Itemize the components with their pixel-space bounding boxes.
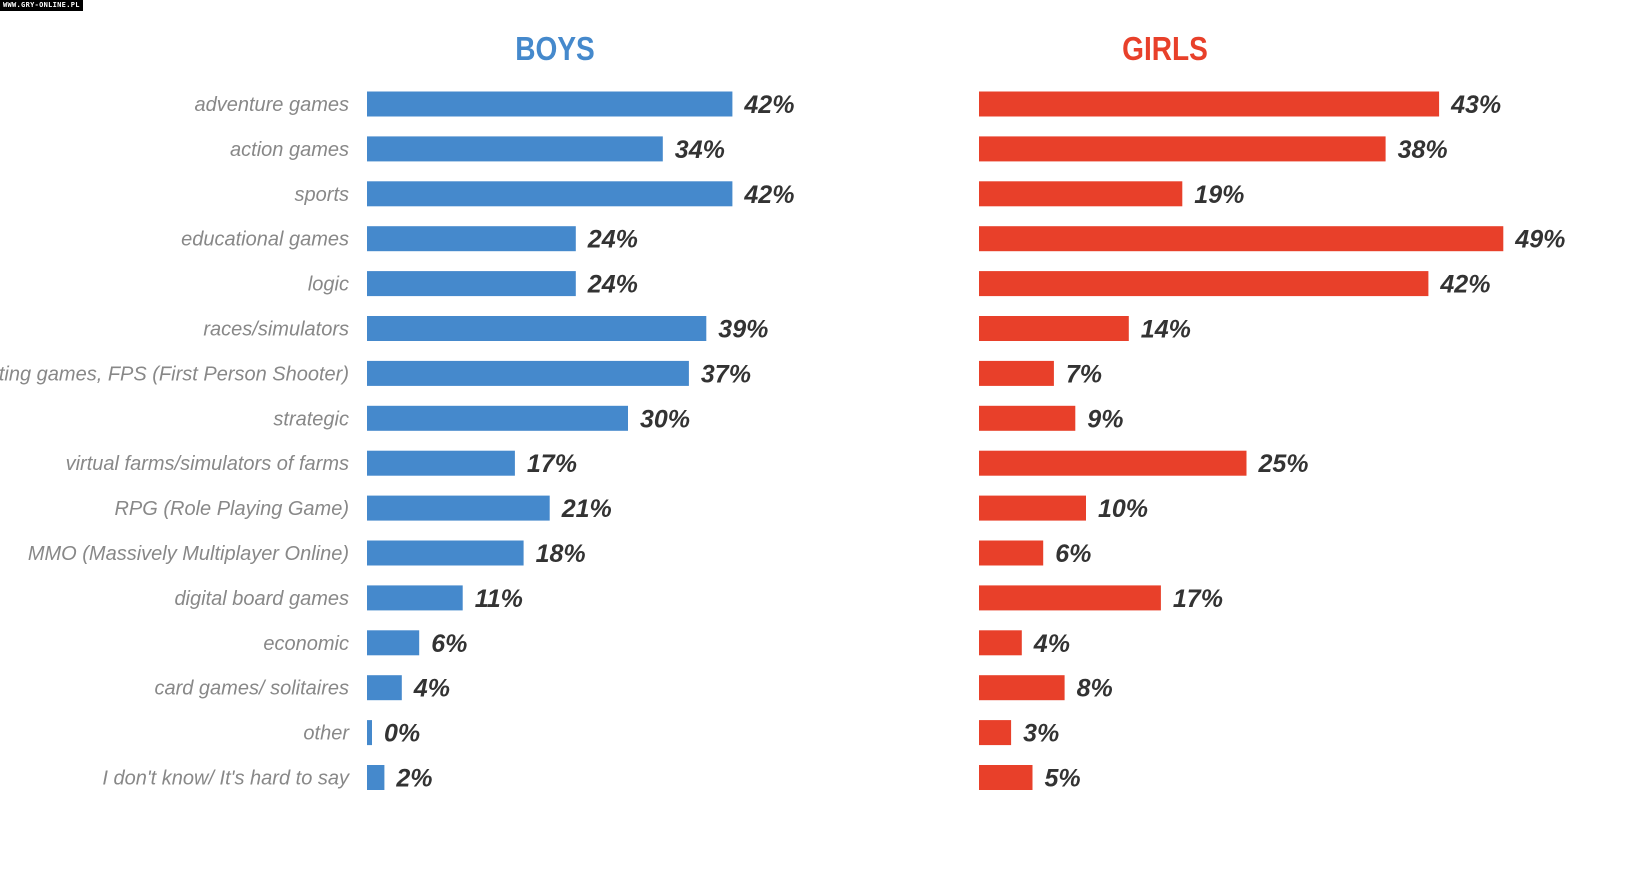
bar-girls	[979, 226, 1504, 252]
bar-girls	[979, 316, 1129, 341]
value-label-boys: 30%	[640, 405, 690, 433]
category-label: I don't know/ It's hard to say	[102, 768, 350, 790]
value-label-girls: 7%	[1066, 360, 1102, 388]
bar-boys	[367, 720, 372, 746]
value-label-girls: 9%	[1087, 405, 1123, 433]
bar-boys	[367, 405, 628, 431]
category-label: card games/ solitaires	[154, 678, 349, 700]
value-label-girls: 42%	[1439, 271, 1490, 299]
bar-girls	[979, 181, 1183, 207]
value-label-girls: 4%	[1033, 630, 1070, 658]
bar-boys	[367, 450, 515, 476]
category-label: other	[303, 723, 350, 745]
bar-girls	[979, 540, 1044, 566]
value-label-girls: 43%	[1450, 91, 1501, 119]
watermark: WWW.GRY-ONLINE.PL	[0, 0, 83, 11]
value-label-boys: 39%	[718, 316, 768, 344]
category-label: RPG (Role Playing Game)	[114, 498, 349, 520]
bar-girls	[979, 136, 1386, 162]
bar-girls	[979, 765, 1033, 790]
value-label-boys: 11%	[475, 585, 523, 613]
bar-boys	[367, 360, 689, 386]
value-label-boys: 0%	[384, 720, 420, 748]
panel-title-boys: BOYS	[515, 30, 595, 67]
bar-girls	[979, 450, 1247, 476]
bar-boys	[367, 271, 576, 297]
value-label-girls: 14%	[1141, 316, 1191, 344]
value-label-boys: 18%	[536, 540, 586, 568]
value-label-boys: 6%	[431, 630, 467, 658]
category-label: sports	[295, 184, 349, 206]
bar-boys	[367, 316, 707, 341]
bar-boys	[367, 765, 385, 790]
value-label-boys: 17%	[527, 450, 577, 478]
bar-girls	[979, 675, 1065, 701]
value-label-boys: 42%	[743, 91, 794, 119]
value-label-boys: 24%	[587, 226, 638, 254]
category-label: economic	[263, 633, 349, 655]
value-label-boys: 37%	[701, 360, 751, 388]
value-label-girls: 10%	[1098, 495, 1148, 523]
bar-boys	[367, 136, 663, 162]
value-label-boys: 4%	[413, 675, 450, 703]
category-label: virtual farms/simulators of farms	[66, 453, 349, 475]
bar-boys	[367, 585, 463, 611]
value-label-girls: 3%	[1023, 720, 1059, 748]
value-label-girls: 49%	[1514, 226, 1565, 254]
value-label-boys: 2%	[395, 765, 432, 793]
bar-girls	[979, 91, 1440, 117]
category-label: logic	[308, 274, 349, 296]
bar-boys	[367, 226, 576, 252]
value-label-girls: 38%	[1398, 136, 1448, 164]
category-label: digital board games	[174, 588, 349, 610]
category-label: shooting games, FPS (First Person Shoote…	[0, 363, 349, 385]
category-label: adventure games	[194, 94, 349, 116]
bar-girls	[979, 585, 1161, 611]
bar-girls	[979, 630, 1022, 656]
bar-boys	[367, 181, 733, 207]
value-label-girls: 17%	[1173, 585, 1223, 613]
bar-boys	[367, 91, 733, 117]
bar-boys	[367, 540, 524, 566]
bar-girls	[979, 720, 1012, 746]
bar-girls	[979, 271, 1429, 297]
bar-girls	[979, 360, 1054, 386]
value-label-girls: 6%	[1055, 540, 1091, 568]
value-label-girls: 19%	[1194, 181, 1244, 209]
value-label-girls: 25%	[1258, 450, 1309, 478]
panel-title-girls: GIRLS	[1122, 30, 1208, 67]
category-label: action games	[230, 139, 349, 161]
category-label: races/simulators	[203, 319, 349, 341]
value-label-boys: 34%	[675, 136, 725, 164]
bar-boys	[367, 630, 420, 656]
bar-boys	[367, 495, 550, 521]
category-label: educational games	[181, 229, 349, 251]
category-label: strategic	[273, 408, 349, 430]
bar-girls	[979, 405, 1076, 431]
value-label-girls: 5%	[1045, 765, 1081, 793]
value-label-boys: 21%	[561, 495, 612, 523]
bar-girls	[979, 495, 1086, 521]
value-label-boys: 42%	[743, 181, 794, 209]
category-label: MMO (Massively Multiplayer Online)	[28, 543, 349, 565]
bar-boys	[367, 675, 402, 701]
value-label-girls: 8%	[1077, 675, 1113, 703]
value-label-boys: 24%	[587, 271, 638, 299]
